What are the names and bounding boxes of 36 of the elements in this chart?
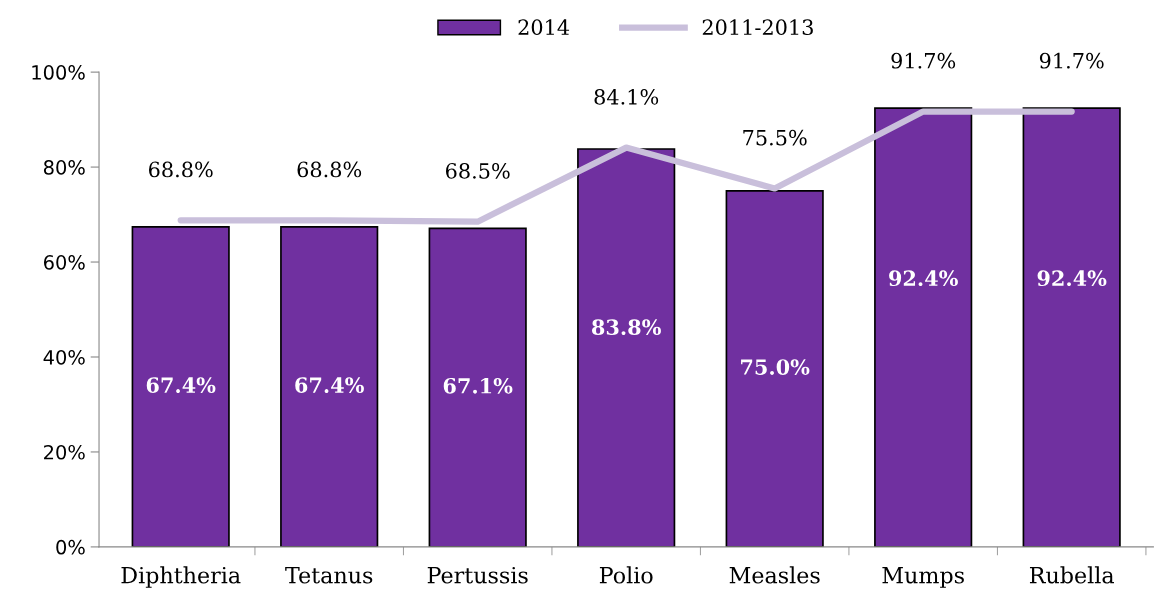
y-tick-label: 60% bbox=[43, 254, 85, 270]
x-tick-label: Measles bbox=[729, 566, 820, 584]
x-tick-label: Mumps bbox=[882, 567, 964, 588]
y-tick-label: 80% bbox=[43, 160, 85, 175]
bar bbox=[577, 148, 676, 547]
y-tick-label: 100% bbox=[32, 65, 85, 80]
bar bbox=[428, 227, 527, 547]
bar bbox=[280, 226, 379, 547]
data-label: 67.4% bbox=[146, 377, 216, 393]
x-tick-label: Rubella bbox=[1029, 566, 1114, 584]
data-label: 67.4% bbox=[295, 377, 364, 393]
data-label: 75.0% bbox=[741, 359, 810, 375]
x-tick-label: Tetanus bbox=[285, 567, 373, 584]
data-label: 83.8% bbox=[592, 319, 661, 336]
bar bbox=[1022, 107, 1121, 547]
x-tick-label: Pertussis bbox=[427, 566, 528, 584]
data-label: 91.7% bbox=[1039, 52, 1104, 69]
data-label: 92.4% bbox=[889, 270, 958, 287]
bar bbox=[725, 189, 824, 547]
y-tick-label: 0% bbox=[56, 539, 85, 555]
bar bbox=[131, 226, 230, 547]
legend-label: 2014 bbox=[518, 19, 570, 36]
data-label: 92.4% bbox=[1037, 270, 1107, 287]
y-tick-label: 20% bbox=[44, 444, 85, 460]
data-label: 84.1% bbox=[594, 88, 659, 105]
x-tick-label: Polio bbox=[599, 566, 653, 584]
bar bbox=[874, 107, 973, 547]
x-tick-label: Diphtheria bbox=[121, 566, 241, 588]
data-label: 68.8% bbox=[149, 161, 213, 178]
data-label: 91.7% bbox=[891, 52, 956, 69]
data-label: 68.5% bbox=[445, 163, 510, 179]
data-label: 67.1% bbox=[443, 377, 513, 394]
data-label: 68.8% bbox=[297, 161, 362, 178]
data-label: 75.5% bbox=[743, 129, 807, 146]
y-tick-label: 40% bbox=[43, 349, 85, 365]
legend-label: 2011-2013 bbox=[702, 19, 813, 36]
